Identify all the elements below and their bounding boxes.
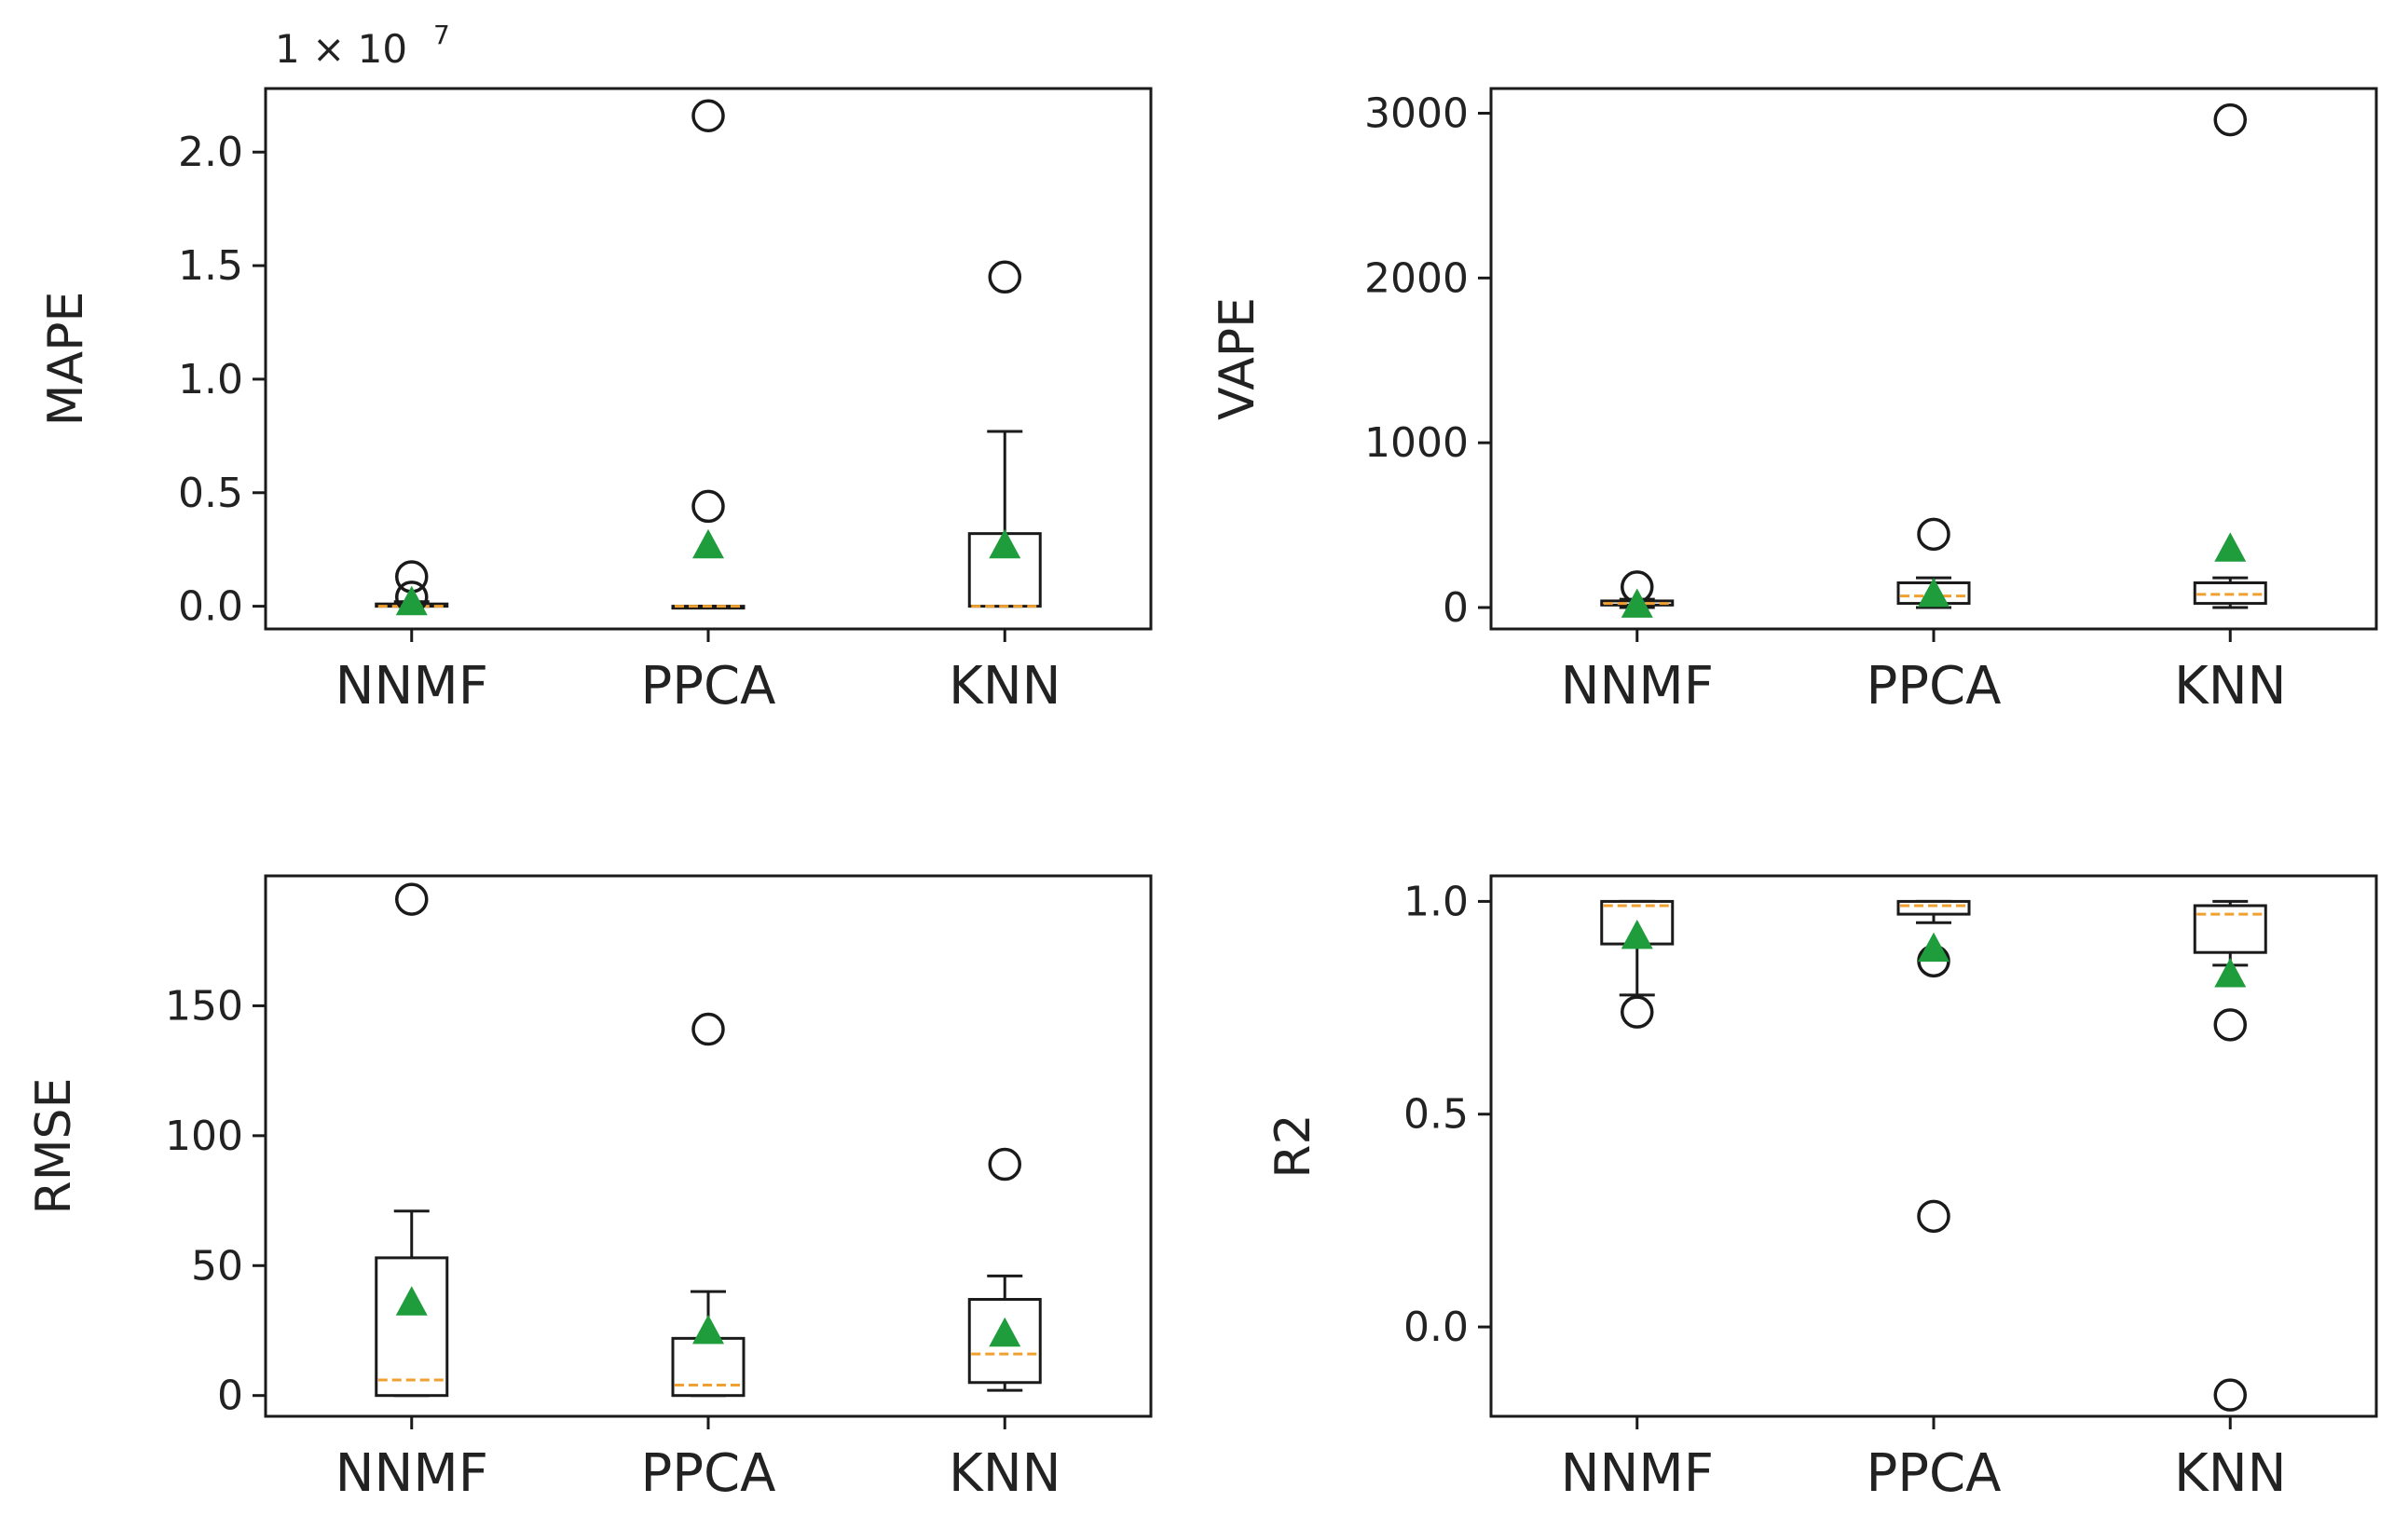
outlier-point xyxy=(2213,1008,2247,1042)
box-ppca xyxy=(1896,899,1971,1234)
y-tick-label: 100 xyxy=(165,1113,243,1160)
y-tick-label: 1.0 xyxy=(1403,878,1469,925)
y-axis-label: VAPE xyxy=(1210,297,1266,420)
y-tick-label: 0 xyxy=(217,1373,243,1420)
outlier-point xyxy=(691,99,725,132)
box-ppca xyxy=(671,1012,746,1398)
y-tick-label: 0.0 xyxy=(178,583,243,631)
panel-r2: 0.0 0.5 1.0 R2 NNMF PPCA KNN xyxy=(1266,874,2378,1504)
y-axis-label: MAPE xyxy=(38,292,94,427)
outlier-point xyxy=(1621,995,1654,1029)
y-tick-label: 0.0 xyxy=(1403,1304,1469,1351)
box-iqr xyxy=(2193,904,2267,954)
outlier-point xyxy=(691,1012,725,1046)
box-iqr xyxy=(1896,899,1971,916)
mean-marker xyxy=(1621,919,1653,949)
box-nnmf xyxy=(1600,570,1675,618)
outlier-point xyxy=(1917,1199,1950,1234)
x-category-label: KNN xyxy=(949,656,1061,717)
x-category-label: PPCA xyxy=(641,656,776,717)
y-tick-label: 150 xyxy=(165,982,243,1030)
mean-marker xyxy=(2214,532,2247,562)
outlier-point xyxy=(2213,1378,2247,1412)
x-category-label: KNN xyxy=(2174,656,2287,717)
y-tick-label: 3000 xyxy=(1364,90,1469,138)
x-category-label: NNMF xyxy=(1561,1443,1714,1504)
x-category-label: PPCA xyxy=(641,1443,776,1504)
mean-marker xyxy=(1918,932,1950,963)
y-tick-label: 2000 xyxy=(1364,254,1469,302)
x-category-label: KNN xyxy=(2174,1443,2287,1504)
outlier-point xyxy=(2213,102,2247,137)
mean-marker xyxy=(395,585,428,616)
x-category-label: PPCA xyxy=(1867,656,2002,717)
mean-marker xyxy=(692,1314,724,1345)
mean-marker xyxy=(989,1317,1021,1347)
panel-rmse: 0 50 100 150 RMSE NNMF PPCA KNN xyxy=(26,874,1153,1504)
box-knn xyxy=(967,1147,1042,1392)
y-tick-label: 0.5 xyxy=(1403,1091,1469,1139)
box-knn xyxy=(2193,102,2267,609)
y-tick-label: 50 xyxy=(191,1242,243,1290)
x-category-label: KNN xyxy=(949,1443,1061,1504)
mean-marker xyxy=(989,528,1021,559)
y-tick-label: 0.5 xyxy=(178,470,243,517)
box-nnmf xyxy=(1600,899,1675,1029)
outlier-point xyxy=(988,1147,1021,1181)
mean-marker xyxy=(692,528,724,559)
box-knn xyxy=(967,260,1042,608)
axis-multiplier-exponent: 7 xyxy=(433,20,450,50)
box-nnmf xyxy=(375,882,449,1398)
panel-vape: 0 1000 2000 3000 VAPE NNMF PPCA KNN xyxy=(1210,87,2378,717)
box-ppca xyxy=(671,99,746,610)
mean-marker xyxy=(2214,958,2247,988)
y-tick-label: 1000 xyxy=(1364,419,1469,467)
y-axis-label: RMSE xyxy=(26,1078,82,1215)
x-category-label: PPCA xyxy=(1867,1443,2002,1504)
box-iqr xyxy=(375,1256,449,1398)
box-knn xyxy=(2193,899,2267,1412)
mean-marker xyxy=(1918,577,1950,608)
y-tick-label: 1.5 xyxy=(178,242,243,290)
outlier-point xyxy=(691,489,725,524)
y-tick-label: 2.0 xyxy=(178,129,243,176)
outlier-point xyxy=(395,882,429,916)
box-nnmf xyxy=(375,560,449,616)
x-category-label: NNMF xyxy=(1561,656,1714,717)
x-category-label: NNMF xyxy=(335,1443,488,1504)
y-tick-label: 1.0 xyxy=(178,356,243,403)
x-category-label: NNMF xyxy=(335,656,488,717)
mean-marker xyxy=(395,1286,428,1316)
y-tick-label: 0 xyxy=(1443,584,1469,632)
mean-marker xyxy=(1621,588,1653,618)
outlier-point xyxy=(1917,517,1950,552)
y-axis-label: R2 xyxy=(1266,1113,1321,1178)
box-ppca xyxy=(1896,517,1971,609)
panel-mape: 0.0 0.5 1.0 1.5 2.0 MAPE 1 × 10 7 NNMF PPCA KNN xyxy=(38,20,1153,717)
box-iqr xyxy=(671,1336,746,1398)
outlier-point xyxy=(988,260,1021,294)
axis-multiplier: 1 × 10 xyxy=(275,26,407,72)
